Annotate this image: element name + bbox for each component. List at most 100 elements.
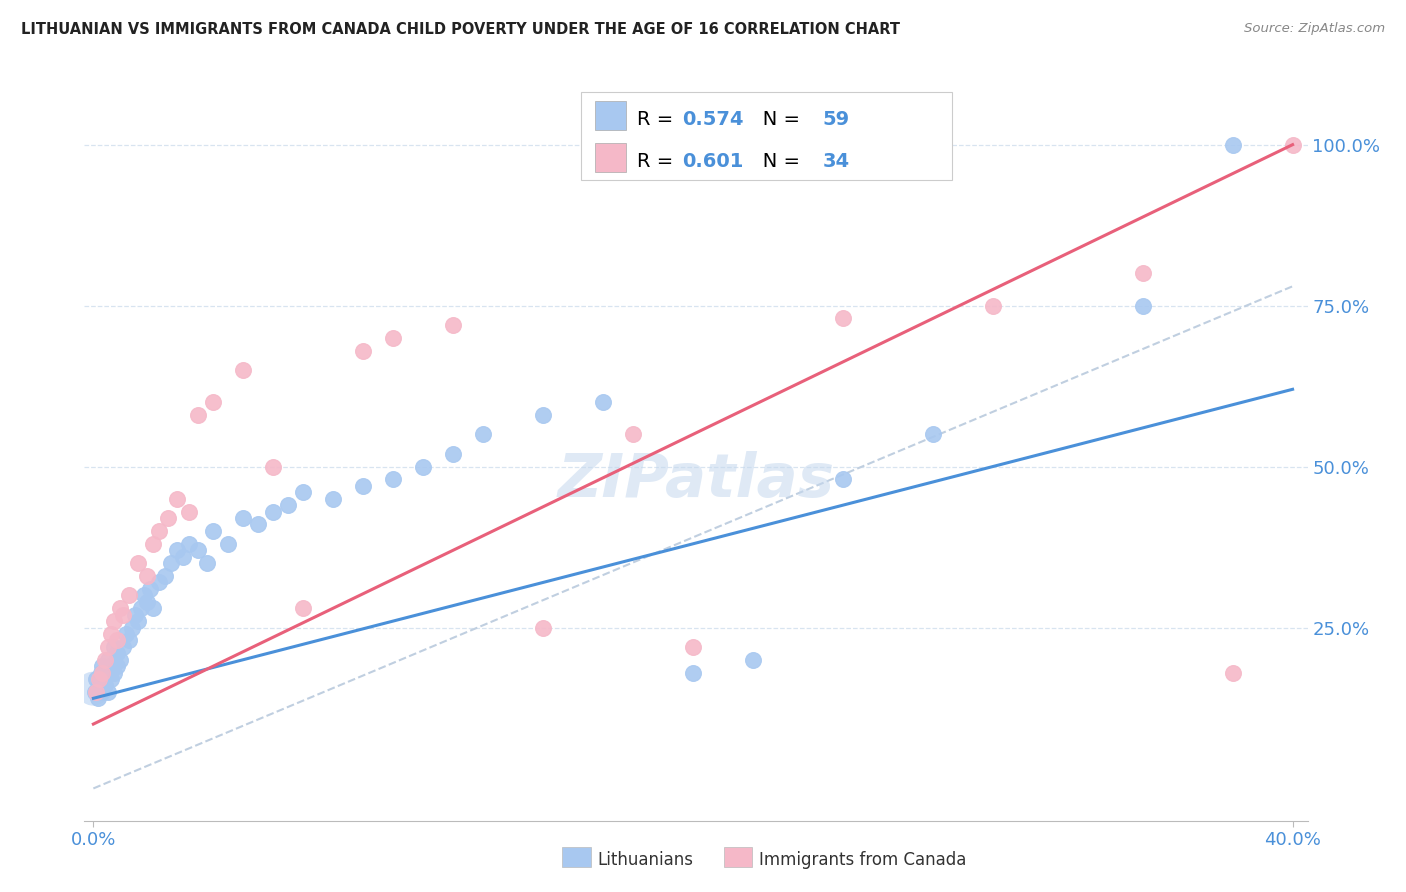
Point: [621, 427, 644, 442]
Point: [742, 653, 765, 667]
Point: [100, 627, 122, 641]
Point: [118, 633, 141, 648]
Point: [115, 627, 138, 641]
Point: [94, 665, 117, 680]
Point: [86, 685, 108, 699]
Point: [531, 408, 554, 422]
Text: R =: R =: [637, 152, 679, 170]
Text: N =: N =: [744, 152, 806, 170]
Point: [91, 672, 114, 686]
Point: [195, 556, 218, 570]
Text: R =: R =: [637, 110, 679, 128]
Point: [124, 607, 146, 622]
Point: [831, 311, 853, 326]
Point: [105, 646, 128, 660]
Text: LITHUANIAN VS IMMIGRANTS FROM CANADA CHILD POVERTY UNDER THE AGE OF 16 CORRELATI: LITHUANIAN VS IMMIGRANTS FROM CANADA CHI…: [21, 22, 900, 37]
Point: [322, 491, 344, 506]
Point: [103, 614, 125, 628]
Point: [131, 601, 153, 615]
Point: [1222, 137, 1244, 152]
Point: [82, 681, 104, 696]
Point: [682, 665, 704, 680]
Point: [157, 511, 180, 525]
Point: [441, 318, 464, 332]
Point: [592, 395, 614, 409]
Point: [1281, 137, 1303, 152]
Point: [103, 640, 125, 654]
Point: [100, 659, 122, 673]
Point: [148, 575, 170, 590]
Point: [105, 659, 128, 673]
Point: [232, 363, 254, 377]
Point: [83, 685, 105, 699]
Point: [166, 543, 188, 558]
Point: [112, 607, 135, 622]
Point: [921, 427, 943, 442]
Point: [179, 505, 201, 519]
Point: [89, 678, 111, 692]
Point: [352, 479, 374, 493]
Point: [91, 665, 114, 680]
Point: [155, 569, 177, 583]
Point: [91, 659, 114, 673]
Point: [94, 653, 117, 667]
Point: [352, 343, 374, 358]
Point: [441, 447, 464, 461]
Point: [127, 556, 149, 570]
Point: [110, 653, 132, 667]
Point: [472, 427, 495, 442]
Point: [121, 620, 143, 634]
Point: [1132, 267, 1154, 281]
Point: [142, 601, 165, 615]
Point: [981, 299, 1004, 313]
Text: 59: 59: [823, 110, 849, 128]
Point: [97, 685, 120, 699]
Point: [86, 672, 108, 686]
Point: [110, 601, 132, 615]
Text: ZIPatlas: ZIPatlas: [557, 450, 835, 509]
Text: 0.601: 0.601: [682, 152, 744, 170]
Point: [1222, 665, 1244, 680]
Point: [87, 691, 110, 706]
Point: [112, 640, 135, 654]
Point: [134, 588, 156, 602]
Point: [217, 537, 239, 551]
Point: [202, 395, 225, 409]
Point: [292, 485, 315, 500]
Point: [831, 472, 853, 486]
Point: [142, 537, 165, 551]
Point: [247, 517, 270, 532]
Text: 34: 34: [823, 152, 849, 170]
Point: [91, 685, 114, 699]
Text: N =: N =: [744, 110, 806, 128]
Point: [187, 408, 209, 422]
Point: [136, 569, 159, 583]
Point: [97, 653, 120, 667]
Point: [139, 582, 162, 596]
Point: [412, 459, 434, 474]
Text: 0.574: 0.574: [682, 110, 744, 128]
Point: [382, 472, 405, 486]
Point: [382, 331, 405, 345]
Point: [118, 588, 141, 602]
Point: [531, 620, 554, 634]
Point: [148, 524, 170, 538]
Point: [202, 524, 225, 538]
Point: [187, 543, 209, 558]
Point: [292, 601, 315, 615]
Point: [97, 640, 120, 654]
Text: Lithuanians: Lithuanians: [598, 851, 693, 869]
Point: [100, 672, 122, 686]
Point: [1132, 299, 1154, 313]
Point: [232, 511, 254, 525]
Point: [103, 665, 125, 680]
Point: [179, 537, 201, 551]
Point: [127, 614, 149, 628]
Point: [262, 505, 284, 519]
Point: [105, 633, 128, 648]
Point: [160, 556, 183, 570]
Point: [89, 672, 111, 686]
Point: [277, 498, 299, 512]
Point: [90, 665, 112, 680]
Point: [172, 549, 194, 564]
